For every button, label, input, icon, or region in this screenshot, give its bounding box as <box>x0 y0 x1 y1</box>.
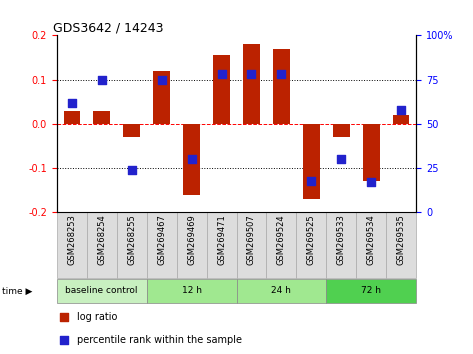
Text: GSM269471: GSM269471 <box>217 215 226 265</box>
Bar <box>147 279 236 303</box>
Text: GSM268255: GSM268255 <box>127 215 136 265</box>
Bar <box>326 279 416 303</box>
Bar <box>87 212 117 278</box>
Bar <box>184 124 200 195</box>
Point <box>158 77 166 82</box>
Bar <box>297 212 326 278</box>
Text: GSM269467: GSM269467 <box>157 215 166 265</box>
Text: log ratio: log ratio <box>77 312 117 322</box>
Bar <box>94 110 110 124</box>
Bar <box>123 124 140 137</box>
Point <box>188 156 195 162</box>
Text: percentile rank within the sample: percentile rank within the sample <box>77 335 242 345</box>
Point <box>397 107 405 113</box>
Bar <box>363 124 379 181</box>
Point <box>338 156 345 162</box>
Text: 72 h: 72 h <box>361 286 381 295</box>
Text: GSM268253: GSM268253 <box>67 215 76 265</box>
Bar <box>117 212 147 278</box>
Text: GDS3642 / 14243: GDS3642 / 14243 <box>53 21 164 34</box>
Bar <box>243 44 260 124</box>
Text: GSM269534: GSM269534 <box>367 215 376 265</box>
Text: GSM269533: GSM269533 <box>337 215 346 265</box>
Bar <box>176 212 207 278</box>
Bar <box>147 212 176 278</box>
Bar <box>207 212 236 278</box>
Point <box>298 195 306 200</box>
Point <box>68 100 76 105</box>
Point <box>98 77 105 82</box>
Text: 12 h: 12 h <box>182 286 201 295</box>
Bar <box>393 115 410 124</box>
Bar <box>386 212 416 278</box>
Bar <box>326 212 356 278</box>
Bar <box>333 124 350 137</box>
Bar <box>57 279 147 303</box>
Text: 24 h: 24 h <box>272 286 291 295</box>
Point <box>218 72 225 77</box>
Text: GSM269535: GSM269535 <box>397 215 406 265</box>
Text: time ▶: time ▶ <box>2 286 33 296</box>
Point <box>128 167 135 173</box>
Point <box>368 179 375 185</box>
Text: GSM269469: GSM269469 <box>187 215 196 265</box>
Bar <box>266 212 297 278</box>
Bar <box>236 212 266 278</box>
Text: GSM269507: GSM269507 <box>247 215 256 265</box>
Bar <box>57 212 87 278</box>
Bar <box>63 110 80 124</box>
Bar <box>356 212 386 278</box>
Bar <box>236 279 326 303</box>
Bar <box>213 55 230 124</box>
Point <box>278 72 285 77</box>
Text: baseline control: baseline control <box>65 286 138 295</box>
Text: GSM268254: GSM268254 <box>97 215 106 265</box>
Bar <box>153 71 170 124</box>
Point <box>307 178 315 183</box>
Bar <box>273 48 289 124</box>
Point <box>248 72 255 77</box>
Bar <box>303 124 320 199</box>
Text: GSM269524: GSM269524 <box>277 215 286 265</box>
Text: GSM269525: GSM269525 <box>307 215 316 265</box>
